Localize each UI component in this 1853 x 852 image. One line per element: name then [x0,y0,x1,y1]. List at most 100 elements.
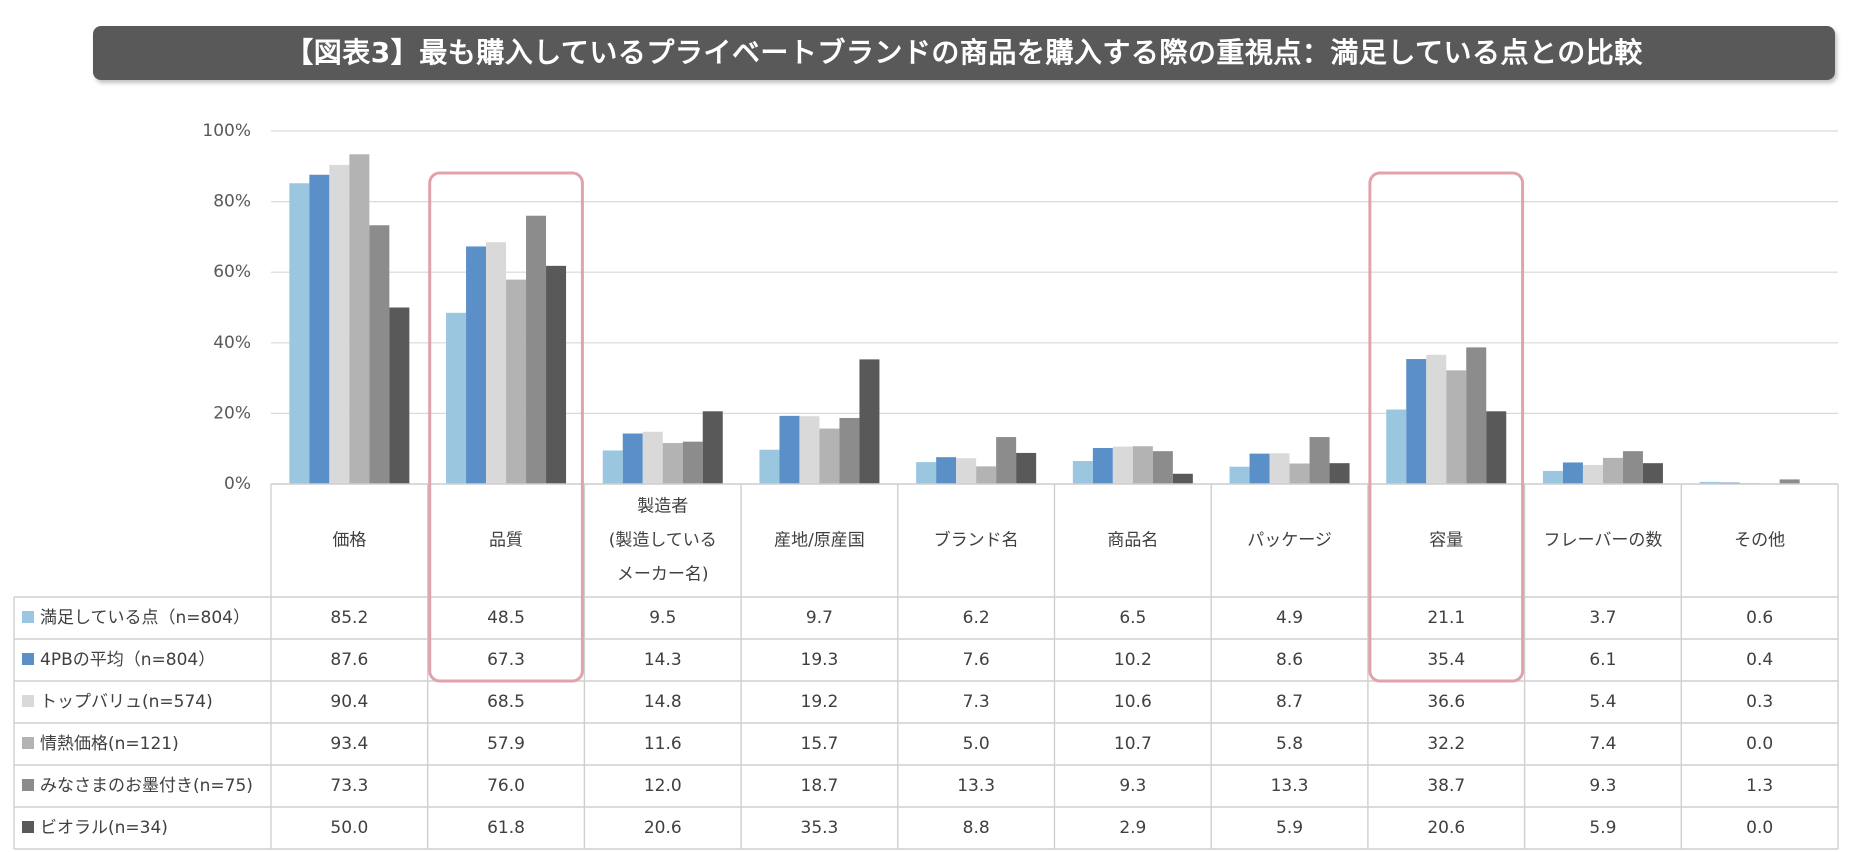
data-label: 2.9 [1119,818,1146,838]
data-label: 5.9 [1589,818,1616,838]
data-label: 19.3 [801,650,839,670]
legend-swatch [22,611,34,623]
bar [662,443,683,484]
data-label: 7.3 [963,692,990,712]
bar [1329,463,1350,484]
y-tick-label: 100% [202,121,251,141]
bar [1622,451,1643,484]
bar [1132,446,1153,484]
data-label: 90.4 [330,692,368,712]
data-label: 4.9 [1276,608,1303,628]
bar [819,428,840,484]
data-label: 9.7 [806,608,833,628]
bar [859,359,880,484]
bar [1602,457,1623,484]
bar [1016,452,1037,484]
data-label: 85.2 [330,608,368,628]
bar [486,242,507,484]
bar [526,215,547,484]
bar [839,417,860,484]
data-label: 20.6 [1427,818,1465,838]
data-label: 21.1 [1427,608,1465,628]
bar [1486,411,1507,484]
bar [602,450,623,484]
data-label: 0.4 [1746,650,1773,670]
bar [349,154,370,484]
data-label: 7.6 [963,650,990,670]
bar [1229,466,1250,484]
x-category-label: フレーバーの数 [1544,531,1663,551]
y-tick-label: 0% [224,474,251,494]
x-category-label: その他 [1734,531,1785,551]
bar [1562,462,1583,484]
data-label: 11.6 [644,734,682,754]
data-label: 10.6 [1114,692,1152,712]
bar [289,183,310,484]
legend-swatch [22,821,34,833]
bar [329,164,350,484]
highlight-box [428,171,584,683]
bar [1289,463,1310,484]
legend-entry: 情熱価格(n=121) [40,734,179,754]
data-label: 5.4 [1589,692,1616,712]
data-label: 57.9 [487,734,525,754]
data-label: 0.0 [1746,818,1773,838]
data-label: 8.6 [1276,650,1303,670]
data-label: 19.2 [801,692,839,712]
data-label: 7.4 [1589,734,1616,754]
bar [389,307,410,484]
data-label: 10.2 [1114,650,1152,670]
x-category-label: 価格 [332,531,366,551]
legend-swatch [22,779,34,791]
bar [936,457,957,484]
bar [1699,481,1720,484]
data-label: 68.5 [487,692,525,712]
bar [622,433,643,484]
data-label: 48.5 [487,608,525,628]
data-label: 12.0 [644,776,682,796]
legend-entry: 満足している点（n=804） [40,608,250,628]
y-tick-label: 20% [213,403,251,423]
data-label: 10.7 [1114,734,1152,754]
legend-entry: ビオラル(n=34) [40,818,168,838]
data-label: 35.3 [801,818,839,838]
data-label: 9.3 [1589,776,1616,796]
x-category-label: 容量 [1429,531,1463,551]
legend-swatch [22,737,34,749]
legend-entry: 4PBの平均（n=804） [40,650,215,670]
bar [1642,463,1663,484]
bar [1446,370,1467,484]
bar [369,225,390,484]
data-label: 18.7 [801,776,839,796]
legend-entry: みなさまのお墨付き(n=75) [40,776,253,796]
bar [799,416,820,484]
data-label: 5.0 [963,734,990,754]
data-label: 0.3 [1746,692,1773,712]
bar [1309,437,1330,484]
x-category-label: 品質 [489,531,523,551]
data-label: 5.8 [1276,734,1303,754]
data-label: 0.0 [1746,734,1773,754]
data-label: 61.8 [487,818,525,838]
bar [1582,464,1603,484]
x-category-label: メーカー名) [617,565,709,585]
bar [996,437,1017,484]
bar [1386,409,1407,484]
data-label: 20.6 [644,818,682,838]
data-label: 13.3 [957,776,995,796]
bar [546,265,567,484]
bar [1426,354,1447,484]
bar [1406,359,1427,484]
data-label: 93.4 [330,734,368,754]
legend-swatch [22,695,34,707]
highlight-box [1368,171,1525,683]
data-label: 14.8 [644,692,682,712]
bar [916,462,937,484]
data-label: 9.5 [649,608,676,628]
bar [702,411,723,484]
bar [779,415,800,484]
bar [956,458,977,484]
y-tick-label: 60% [213,262,251,282]
bar [309,174,330,484]
x-category-label: ブランド名 [934,530,1019,551]
